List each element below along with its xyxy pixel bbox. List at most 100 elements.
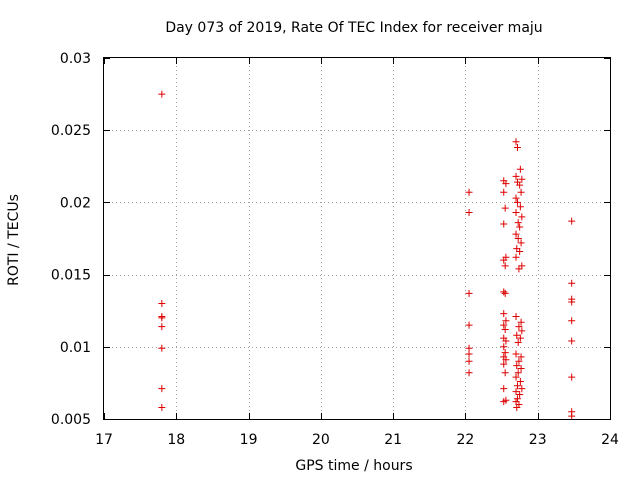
data-point-marker [158,314,166,322]
data-point-marker [500,256,508,264]
data-point-marker [500,288,508,296]
data-point-marker [502,180,510,188]
data-point-marker [517,188,525,196]
data-point-marker [465,209,473,217]
data-point-marker [512,138,520,146]
y-axis-label: ROTI / TECUs [6,194,22,286]
data-point-marker [513,144,521,152]
data-point-marker [158,90,166,98]
data-point-marker [518,262,526,270]
x-tick-label: 18 [167,432,185,448]
data-points [158,90,576,420]
data-point-marker [501,262,509,270]
data-point-marker [465,321,473,329]
data-point-marker [512,388,520,396]
data-point-marker [518,175,526,183]
data-point-marker [516,165,524,173]
data-point-marker [517,353,525,361]
x-tick-label: 23 [529,432,547,448]
data-point-marker [500,310,508,318]
data-point-marker [465,188,473,196]
data-point-marker [516,390,524,398]
data-point-marker [568,373,576,381]
data-point-marker [500,188,508,196]
axis-ticks [104,58,611,420]
x-tick-label: 19 [240,432,258,448]
data-point-marker [158,403,166,411]
data-point-marker [517,318,525,326]
data-point-marker [513,331,521,339]
data-point-marker [516,247,524,255]
plot-frame [103,57,611,420]
data-point-marker [568,317,576,325]
x-axis-label: GPS time / hours [295,458,412,474]
data-point-marker [514,338,522,346]
data-point-marker [512,172,520,180]
data-point-marker [158,385,166,393]
data-point-marker [568,412,576,420]
data-point-marker [518,327,526,335]
data-point-marker [512,194,520,202]
y-tick-label: 0.03 [60,51,91,67]
data-point-marker [516,203,524,211]
data-point-marker [512,312,520,320]
data-point-marker [512,209,520,217]
data-point-marker [158,299,166,307]
data-point-marker [502,337,510,345]
y-tick-labels: 0.005 0.01 0.015 0.02 0.025 0.03 [51,51,91,428]
data-point-marker [516,377,524,385]
y-tick-label: 0.005 [51,412,91,428]
y-tick-label: 0.02 [60,195,91,211]
grid-lines [104,58,610,419]
data-point-marker [512,253,520,261]
data-point-marker [500,343,508,351]
data-point-marker [515,323,523,331]
data-point-marker [500,360,508,368]
data-point-marker [512,398,520,406]
data-point-marker [512,230,520,238]
y-tick-label: 0.015 [51,268,91,284]
x-tick-labels: 17 18 19 20 21 22 23 24 [95,432,619,448]
x-tick-label: 17 [95,432,113,448]
data-point-marker [514,219,522,227]
data-point-marker [516,181,524,189]
data-point-marker [513,382,521,390]
data-point-marker [158,323,166,331]
x-tick-label: 24 [601,432,619,448]
data-point-marker [517,364,525,372]
data-point-marker [568,298,576,306]
data-point-marker [514,235,522,242]
data-point-marker [500,220,508,228]
data-point-marker [465,350,473,358]
data-point-marker [518,213,526,221]
data-point-marker [501,325,509,333]
data-point-marker [501,289,509,297]
chart-title: Day 073 of 2019, Rate Of TEC Index for r… [165,20,542,36]
data-point-marker [158,344,166,352]
y-tick-label: 0.01 [60,340,91,356]
data-point-marker [465,357,473,365]
data-point-marker [516,334,524,342]
data-point-marker [465,289,473,297]
data-point-marker [500,385,508,393]
data-point-marker [514,369,522,377]
data-point-marker [513,395,521,403]
data-point-marker [502,356,510,364]
data-point-marker [513,403,521,411]
data-point-marker [501,204,509,212]
data-point-marker [517,239,525,247]
x-tick-label: 22 [457,432,475,448]
data-point-marker [515,265,523,273]
data-point-marker [500,398,508,406]
data-point-marker [513,362,521,370]
x-tick-label: 20 [312,432,330,448]
y-tick-label: 0.025 [51,123,91,139]
data-point-marker [568,337,576,345]
data-point-marker [568,279,576,287]
data-point-marker [512,373,520,381]
x-tick-label: 21 [384,432,402,448]
data-point-marker [518,385,526,393]
data-point-marker [465,369,473,377]
data-point-marker [502,317,510,325]
